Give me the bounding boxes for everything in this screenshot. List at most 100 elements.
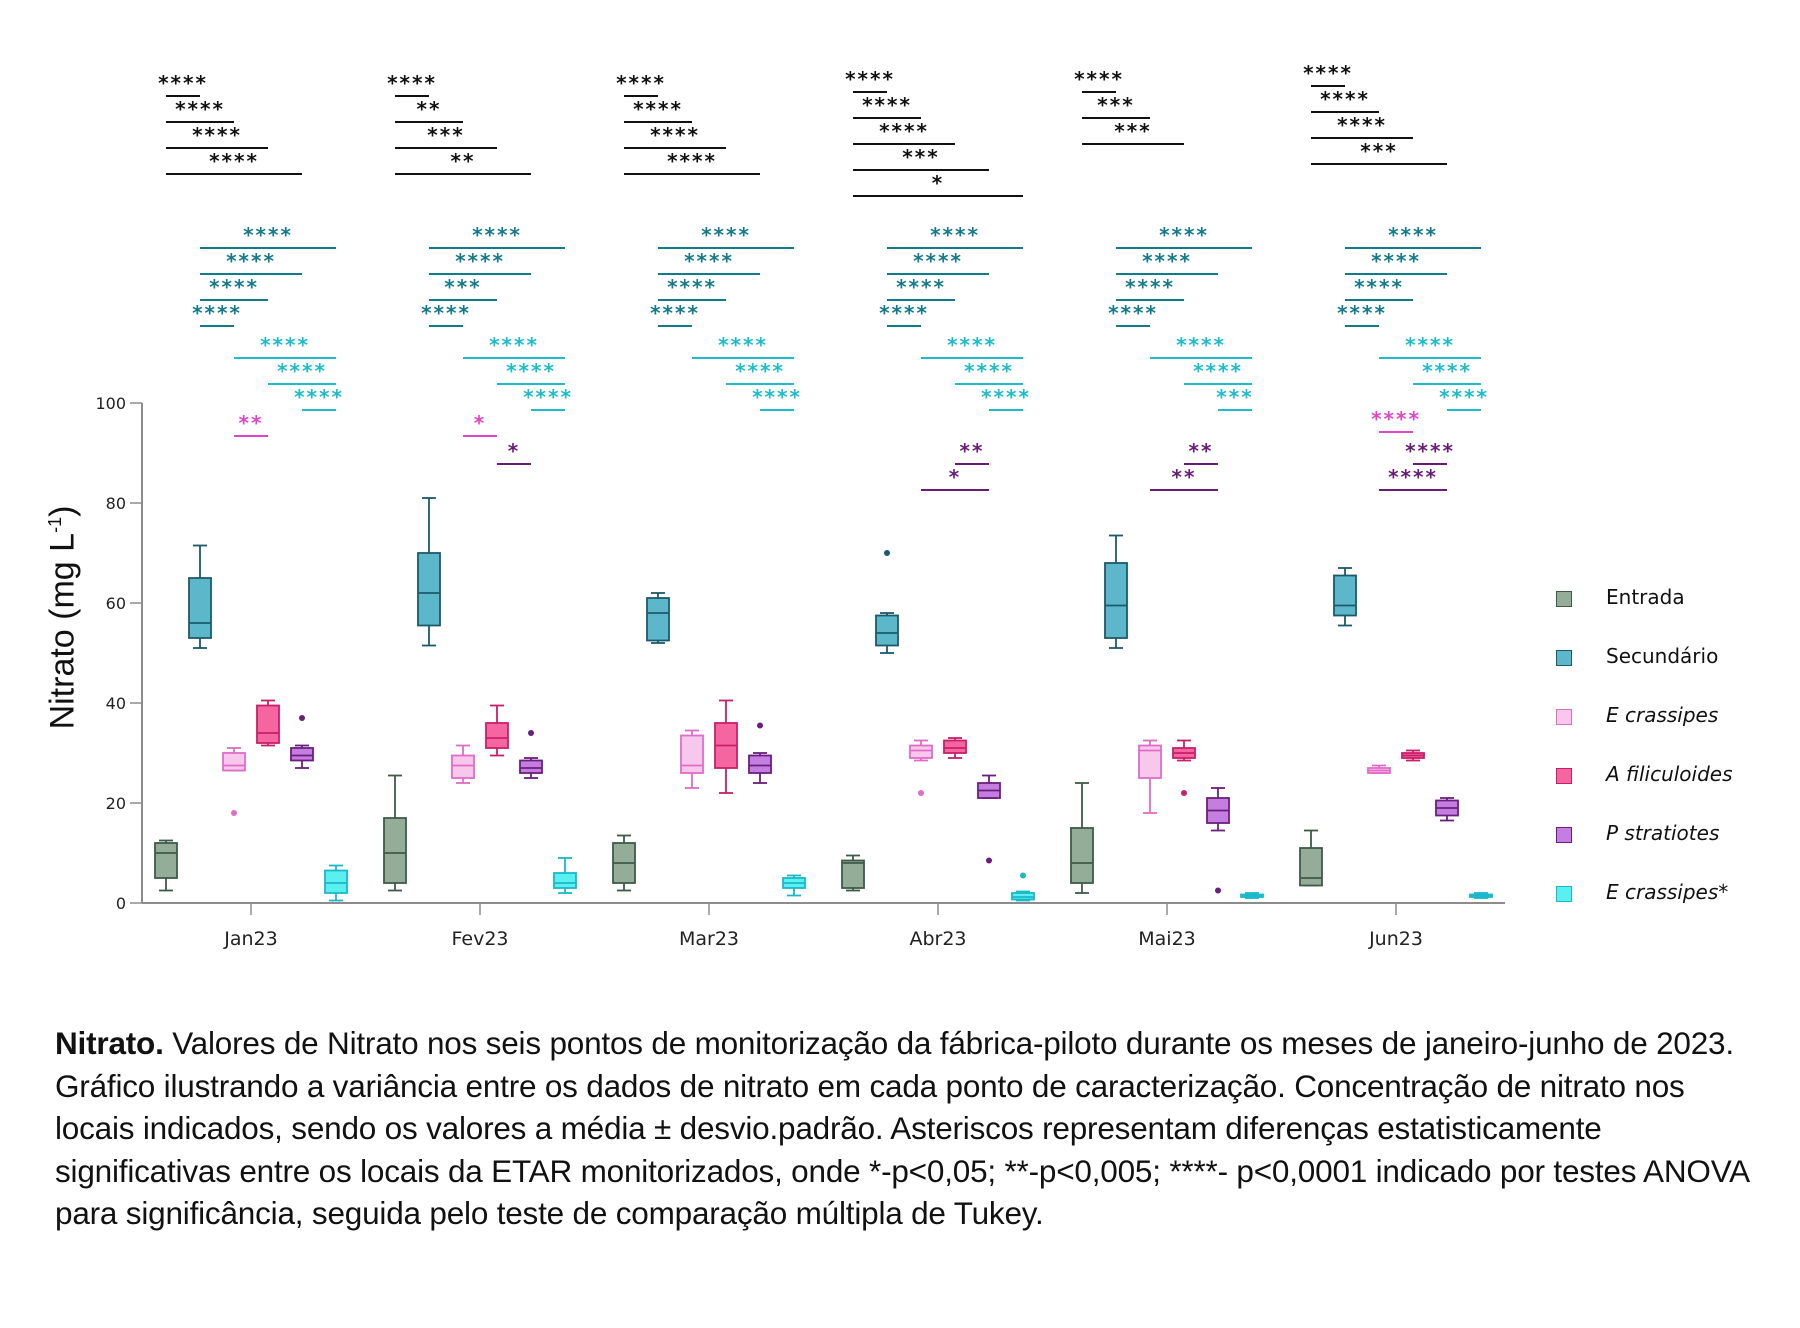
significance-stars: **** — [1074, 67, 1124, 91]
legend: Entrada Secundário E crassipes A filiculoid… — [1556, 585, 1786, 939]
significance-bracket: **** — [1108, 301, 1158, 327]
significance-bracket: **** — [1379, 465, 1447, 491]
significance-bracket: **** — [658, 275, 726, 301]
outlier-point — [986, 857, 992, 864]
significance-stars: **** — [1388, 223, 1438, 247]
significance-bracket: **** — [1371, 407, 1421, 433]
significance-bracket: **** — [1116, 275, 1184, 301]
significance-stars: **** — [277, 359, 327, 383]
significance-stars: ** — [1189, 439, 1214, 463]
significance-bracket: **** — [387, 71, 437, 97]
significance-stars: **** — [845, 67, 895, 91]
y-axis-label-text: Nitrato (mg L — [43, 532, 82, 730]
box-plot — [943, 737, 967, 759]
significance-bracket: **** — [421, 301, 469, 327]
x-tick-label: Fev23 — [452, 928, 509, 950]
box-iqr — [417, 552, 441, 627]
significance-bracket: **** — [1150, 333, 1252, 359]
significance-stars: **** — [387, 71, 437, 95]
box-plot — [290, 715, 314, 769]
significance-stars: **** — [1337, 301, 1387, 325]
x-tick-label: Jan23 — [223, 928, 277, 950]
significance-stars: **** — [667, 275, 717, 299]
legend-swatch — [1556, 650, 1572, 666]
outlier-point — [231, 810, 237, 816]
significance-bracket: **** — [887, 223, 1023, 249]
caption-title: Nitrato. — [55, 1025, 164, 1061]
box-plot — [324, 864, 348, 902]
significance-stars: * — [508, 439, 520, 463]
significance-stars: **** — [930, 223, 980, 247]
box-iqr — [290, 747, 314, 762]
outlier-point — [757, 722, 763, 729]
legend-label: Entrada — [1606, 585, 1685, 609]
box-plot — [909, 739, 933, 796]
significance-bracket: **** — [166, 149, 302, 175]
box-plot — [1011, 872, 1035, 902]
significance-stars: ** — [960, 439, 985, 463]
significance-bracket: **** — [658, 223, 794, 249]
significance-bracket: **** — [853, 119, 955, 145]
significance-stars: **** — [1142, 249, 1192, 273]
box-plot — [646, 592, 670, 644]
significance-stars: **** — [1371, 249, 1421, 273]
significance-stars: **** — [1193, 359, 1243, 383]
significance-stars: *** — [427, 123, 464, 147]
outlier-point — [1215, 887, 1221, 894]
significance-bracket: **** — [887, 275, 955, 301]
significance-stars: * — [949, 465, 961, 489]
box-plot — [188, 544, 212, 649]
axes — [130, 402, 1505, 915]
significance-bracket: * — [463, 411, 497, 437]
significance-bracket: *** — [1082, 93, 1150, 119]
box-iqr — [519, 759, 543, 774]
significance-stars: **** — [523, 385, 573, 409]
significance-bracket: **** — [200, 249, 302, 275]
significance-stars: ** — [1172, 465, 1197, 489]
box-plot — [485, 704, 509, 757]
box-plot — [1172, 739, 1196, 796]
significance-bracket: **** — [853, 93, 921, 119]
significance-stars: *** — [1097, 93, 1134, 117]
box-plot — [222, 747, 246, 816]
box-plot — [383, 774, 407, 892]
significance-bracket: **** — [1345, 249, 1447, 275]
box-iqr — [1138, 744, 1162, 779]
significance-bracket: **** — [624, 149, 760, 175]
significance-bracket: **** — [429, 223, 565, 249]
box-iqr — [1299, 847, 1323, 887]
significance-stars: **** — [243, 223, 293, 247]
significance-stars: **** — [1371, 407, 1421, 431]
significance-bracket: **** — [981, 385, 1029, 411]
y-tick-label: 100 — [95, 394, 126, 413]
tick-labels: 0 20 40 60 80 100 Jan23 Fev23 Mar23 Abr23 Mai23 Jun… — [95, 394, 1422, 950]
legend-swatch — [1556, 709, 1572, 725]
significance-stars: **** — [862, 93, 912, 117]
significance-bracket: **** — [624, 123, 726, 149]
significance-bracket: **** — [879, 301, 927, 327]
significance-bracket: ** — [395, 149, 531, 175]
legend-item: A filiculoides — [1556, 762, 1786, 821]
significance-bracket: ** — [234, 411, 268, 437]
legend-item: E crassipes* — [1556, 880, 1786, 939]
significance-bracket: **** — [624, 97, 692, 123]
legend-item: Secundário — [1556, 644, 1786, 703]
significance-stars: *** — [444, 275, 481, 299]
significance-stars: **** — [1108, 301, 1158, 325]
significance-stars: **** — [650, 301, 700, 325]
box-plots — [154, 497, 1493, 902]
significance-bracket: ** — [1184, 439, 1218, 465]
box-iqr — [646, 597, 670, 642]
significance-bracket: **** — [1413, 359, 1481, 385]
box-plot — [841, 854, 865, 892]
box-iqr — [748, 754, 772, 774]
significance-stars: ** — [239, 411, 264, 435]
significance-stars: **** — [455, 249, 505, 273]
significance-stars: **** — [650, 123, 700, 147]
significance-bracket: **** — [1074, 67, 1124, 93]
box-iqr — [1104, 562, 1128, 639]
significance-bracket: **** — [1379, 333, 1481, 359]
significance-bracket: **** — [1116, 223, 1252, 249]
box-iqr — [188, 577, 212, 639]
box-iqr — [680, 734, 704, 774]
